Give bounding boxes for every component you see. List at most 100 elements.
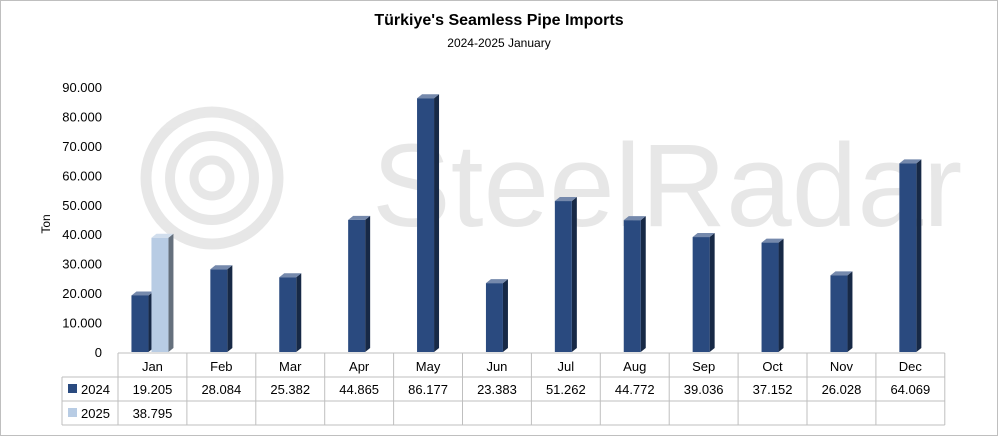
data-label: 38.795	[133, 406, 173, 421]
bar-side	[847, 271, 853, 352]
x-tick-label: Nov	[830, 359, 854, 374]
x-tick-label: Oct	[762, 359, 783, 374]
bar-front	[554, 201, 572, 352]
bar-side	[296, 273, 302, 352]
bar-front	[899, 163, 917, 352]
data-label: 64.069	[890, 382, 930, 397]
data-label: 37.152	[753, 382, 793, 397]
x-tick-label: Aug	[623, 359, 646, 374]
chart-title: Türkiye's Seamless Pipe Imports	[374, 12, 624, 29]
bar-front	[485, 283, 503, 352]
bar-top	[623, 216, 646, 221]
bar-side	[434, 94, 440, 352]
bar-top	[899, 159, 922, 164]
data-label: 44.865	[339, 382, 379, 397]
y-axis-label: Ton	[39, 214, 53, 233]
y-tick-label: 70.000	[62, 139, 102, 154]
bar-side	[571, 197, 577, 352]
bar-top	[348, 215, 371, 220]
data-label: 28.084	[201, 382, 241, 397]
bar-front	[761, 242, 779, 352]
y-tick-label: 80.000	[62, 109, 102, 124]
bar-top	[210, 265, 233, 270]
bar-front	[830, 275, 848, 352]
bar-side	[502, 279, 508, 352]
bar-2024-jun	[485, 279, 508, 352]
bar-front	[279, 277, 297, 352]
bar-side	[168, 233, 174, 352]
bar-top	[417, 94, 440, 99]
legend-swatch-2025	[68, 408, 77, 417]
bar-2025-jan	[151, 233, 174, 352]
y-axis: 0 10.000 20.000 30.000 40.000 50.000 60.000 70.…	[62, 80, 102, 360]
data-label: 25.382	[270, 382, 310, 397]
x-tick-label: Feb	[210, 359, 232, 374]
data-label: 19.205	[133, 382, 173, 397]
bar-2024-dec	[899, 159, 922, 352]
bar-side	[709, 233, 715, 352]
y-tick-label: 10.000	[62, 316, 102, 331]
bars	[131, 94, 922, 352]
x-tick-label: Jul	[558, 359, 575, 374]
bar-top	[485, 279, 508, 284]
bar-front	[692, 237, 710, 352]
y-tick-label: 30.000	[62, 257, 102, 272]
bar-2024-sep	[692, 233, 715, 352]
data-label: 23.383	[477, 382, 517, 397]
legend-swatch-2024	[68, 384, 77, 393]
bar-top	[554, 197, 577, 202]
bar-2024-nov	[830, 271, 853, 352]
bar-2024-may	[417, 94, 440, 352]
bar-2024-apr	[348, 215, 371, 352]
bar-top	[830, 271, 853, 276]
legend-label-2025: 2025	[81, 406, 110, 421]
y-tick-label: 40.000	[62, 227, 102, 242]
bar-top	[692, 233, 715, 238]
legend-label-2024: 2024	[81, 382, 110, 397]
watermark: SteelRadar	[140, 106, 962, 252]
bar-side	[365, 215, 371, 352]
bar-front	[131, 295, 149, 352]
bar-top	[131, 291, 154, 296]
bar-side	[916, 159, 922, 352]
bar-side	[778, 238, 784, 352]
bar-2024-jul	[554, 197, 577, 352]
y-tick-label: 0	[95, 345, 102, 360]
y-tick-label: 50.000	[62, 198, 102, 213]
bar-top	[151, 233, 174, 238]
x-tick-label: May	[416, 359, 441, 374]
bar-side	[640, 216, 646, 352]
x-tick-label: Dec	[899, 359, 923, 374]
bar-2024-mar	[279, 273, 302, 352]
bar-side	[227, 265, 233, 352]
bar-front	[348, 219, 366, 352]
data-label: 51.262	[546, 382, 586, 397]
bar-2024-oct	[761, 238, 784, 352]
x-tick-label: Sep	[692, 359, 715, 374]
y-tick-label: 20.000	[62, 286, 102, 301]
bar-top	[761, 238, 784, 243]
x-tick-label: Jan	[142, 359, 163, 374]
bar-front	[623, 220, 641, 352]
chart-subtitle: 2024-2025 January	[447, 36, 551, 50]
data-label: 86.177	[408, 382, 448, 397]
data-table: Jan Feb Mar Apr May Jun Jul Aug Sep Oct Nov Dec 2024…	[61, 352, 946, 426]
x-tick-label: Mar	[279, 359, 302, 374]
x-tick-label: Apr	[349, 359, 370, 374]
bar-front	[151, 237, 169, 352]
data-label: 44.772	[615, 382, 655, 397]
bar-2024-feb	[210, 265, 233, 352]
bar-2024-aug	[623, 216, 646, 352]
watermark-text: SteelRadar	[372, 120, 962, 252]
y-tick-label: 60.000	[62, 168, 102, 183]
y-tick-label: 90.000	[62, 80, 102, 95]
bar-2024-jan	[131, 291, 154, 352]
x-tick-label: Jun	[486, 359, 507, 374]
bar-front	[210, 269, 228, 352]
bar-top	[279, 273, 302, 278]
bar-front	[417, 98, 435, 352]
data-label: 26.028	[822, 382, 862, 397]
data-label: 39.036	[684, 382, 724, 397]
